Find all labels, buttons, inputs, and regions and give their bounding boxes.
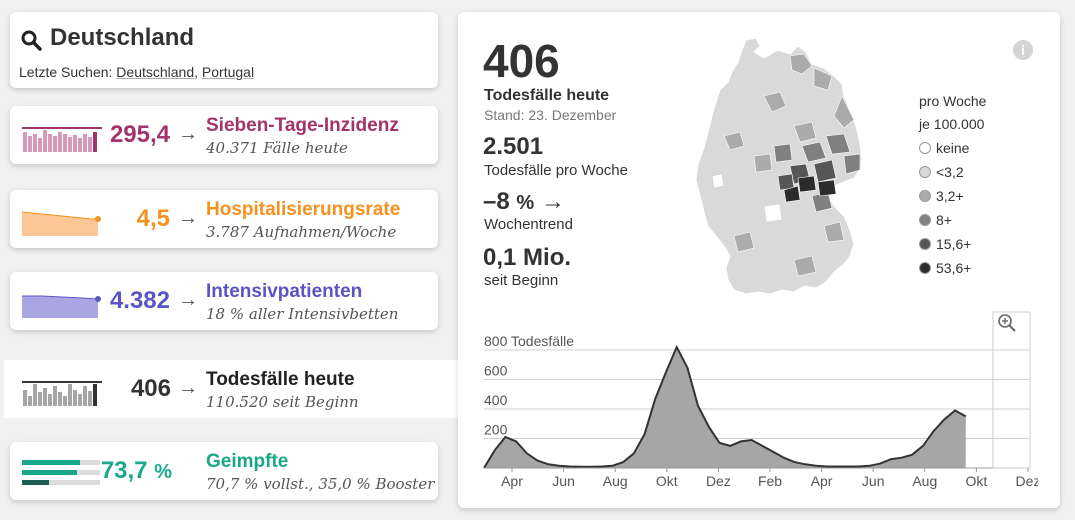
x-tick-label: Apr (811, 473, 833, 489)
legend-title-line2: je 100.000 (919, 116, 985, 132)
metric-card-icu[interactable]: 4.382 → Intensivpatienten 18 % aller Int… (10, 272, 438, 330)
x-tick-label: Okt (966, 473, 988, 489)
deaths-subtitle: 110.520 seit Beginn (206, 393, 359, 411)
total-deaths-label: seit Beginn (484, 272, 559, 289)
trend-arrow-icon: → (540, 188, 565, 215)
data-date: Stand: 23. Dezember (484, 107, 617, 123)
legend-item: keine (919, 136, 1029, 160)
deaths-value: 406 (130, 375, 171, 402)
deaths-title: Todesfälle heute (206, 369, 355, 390)
legend-item-label: 8+ (936, 212, 952, 228)
percent-sign: % (154, 461, 172, 483)
vaccination-bars (22, 460, 100, 485)
arrow-right-icon: → (178, 377, 198, 399)
vaccinated-title: Geimpfte (206, 451, 289, 472)
deaths-time-series-chart[interactable]: 200 400 600 800 Todesfälle Apr Jun Aug Okt Dez Fe… (478, 310, 1038, 490)
legend-swatch (919, 238, 931, 250)
x-tick-label: Dez (706, 473, 731, 489)
legend-item: 8+ (919, 208, 1029, 232)
search-card[interactable]: Deutschland Letzte Suchen: Deutschland, … (10, 12, 438, 88)
deaths-sparkline (22, 381, 102, 406)
legend-swatch (919, 166, 931, 178)
arrow-right-icon: → (178, 123, 198, 145)
y-tick-label: 800 Todesfälle (484, 333, 574, 349)
legend-item: 3,2+ (919, 184, 1029, 208)
recent-searches-label: Letzte Suchen: (19, 64, 113, 80)
x-tick-label: Aug (603, 473, 628, 489)
deaths-week-label: Todesfälle pro Woche (484, 162, 628, 179)
search-title[interactable]: Deutschland (50, 24, 195, 51)
x-tick-label: Apr (501, 473, 523, 489)
recent-search-link-portugal[interactable]: Portugal (201, 64, 255, 80)
arrow-right-icon: → (178, 207, 198, 229)
germany-map[interactable] (694, 36, 864, 298)
weekly-trend-label: Wochentrend (484, 216, 573, 233)
map-legend: pro Woche je 100.000 keine <3,2 3,2+ 8+ … (919, 90, 1029, 280)
vaccinated-value: 73,7 % (101, 457, 172, 485)
trend-number: –8 (483, 188, 510, 215)
zoom-in-icon[interactable] (996, 312, 1018, 334)
vaccinated-number: 73,7 (100, 457, 148, 484)
icu-value: 4.382 (109, 287, 170, 314)
recent-search-link-deutschland[interactable]: Deutschland (116, 64, 195, 80)
legend-swatch (919, 142, 931, 154)
arrow-right-icon: → (178, 289, 198, 311)
active-card-pointer (458, 365, 472, 401)
info-icon[interactable]: i (1013, 40, 1033, 60)
x-tick-label: Jun (552, 473, 575, 489)
legend-item-label: 53,6+ (936, 260, 972, 276)
y-tick-label: 600 (484, 363, 508, 379)
deaths-today-value: 406 (483, 35, 560, 87)
metric-card-deaths[interactable]: 406 → Todesfälle heute 110.520 seit Begi… (4, 360, 469, 418)
x-tick-label: Feb (758, 473, 782, 489)
incidence-title: Sieben-Tage-Inzidenz (206, 115, 399, 136)
y-tick-label: 200 (484, 422, 508, 438)
legend-item-label: <3,2 (936, 164, 964, 180)
total-deaths-value: 0,1 Mio. (483, 244, 572, 271)
legend-swatch (919, 214, 931, 226)
legend-item-label: 3,2+ (936, 188, 964, 204)
x-tick-label: Okt (656, 473, 678, 489)
hospitalization-value: 4,5 (136, 205, 170, 232)
icu-subtitle: 18 % aller Intensivbetten (206, 305, 399, 323)
legend-title-line1: pro Woche (919, 93, 987, 109)
incidence-subtitle: 40.371 Fälle heute (206, 139, 348, 157)
hospitalization-title: Hospitalisierungsrate (206, 199, 401, 220)
hospitalization-sparkline (22, 211, 101, 236)
detail-panel: 406 Todesfälle heute Stand: 23. Dezember… (458, 12, 1060, 508)
x-tick-label: Dez (1016, 473, 1038, 489)
icu-sparkline (22, 295, 101, 318)
legend-item-label: keine (936, 140, 970, 156)
x-tick-label: Jun (862, 473, 885, 489)
incidence-sparkline (22, 127, 102, 152)
metric-card-incidence[interactable]: 295,4 → Sieben-Tage-Inzidenz 40.371 Fäll… (10, 106, 438, 164)
legend-item: <3,2 (919, 160, 1029, 184)
x-tick-label: Aug (912, 473, 937, 489)
legend-item-label: 15,6+ (936, 236, 972, 252)
hospitalization-subtitle: 3.787 Aufnahmen/Woche (206, 223, 397, 241)
vaccinated-subtitle: 70,7 % vollst., 35,0 % Booster (206, 475, 435, 493)
metric-card-vaccinated[interactable]: 73,7 % Geimpfte 70,7 % vollst., 35,0 % B… (10, 442, 438, 500)
search-icon[interactable] (20, 29, 44, 53)
legend-swatch (919, 190, 931, 202)
percent-sign: % (516, 192, 535, 214)
icu-title: Intensivpatienten (206, 281, 363, 302)
legend-title: pro Woche je 100.000 (919, 90, 1029, 136)
series-line (483, 344, 967, 469)
weekly-trend-value: –8 % → (483, 188, 565, 216)
legend-item: 15,6+ (919, 232, 1029, 256)
legend-swatch (919, 262, 931, 274)
incidence-value: 295,4 (109, 121, 170, 148)
metric-card-hospitalization[interactable]: 4,5 → Hospitalisierungsrate 3.787 Aufnah… (10, 190, 438, 248)
recent-searches: Letzte Suchen: Deutschland, Portugal (19, 64, 255, 80)
area-fill (484, 347, 966, 468)
legend-item: 53,6+ (919, 256, 1029, 280)
zoom-window (992, 311, 1031, 469)
deaths-today-label: Todesfälle heute (484, 87, 610, 104)
deaths-week-value: 2.501 (483, 133, 544, 160)
y-tick-label: 400 (484, 392, 508, 408)
